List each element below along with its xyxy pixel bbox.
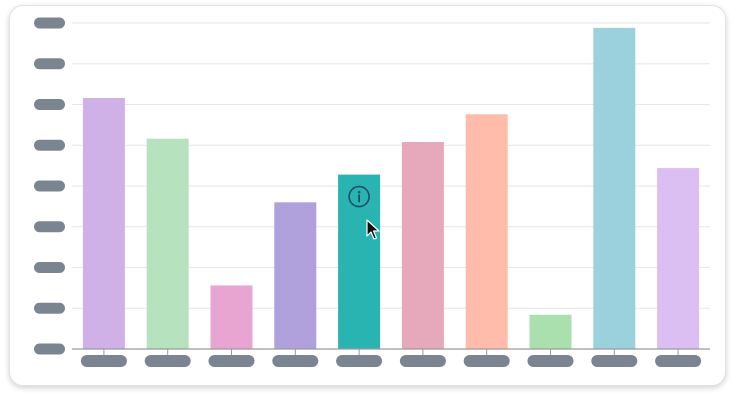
bar[interactable] <box>274 202 317 349</box>
x-tick-label <box>336 355 383 367</box>
x-tick-label <box>591 355 638 367</box>
bar[interactable] <box>529 314 572 349</box>
y-tick-label <box>34 99 65 110</box>
x-tick-label <box>399 355 446 367</box>
bar[interactable] <box>338 174 381 349</box>
x-tick-label <box>463 355 510 367</box>
x-tick-label <box>272 355 319 367</box>
y-tick-label <box>34 262 65 273</box>
x-tick-label <box>655 355 702 367</box>
y-tick-label <box>34 302 65 314</box>
info-icon[interactable] <box>348 185 370 208</box>
y-tick-label <box>34 180 65 192</box>
y-tick-label <box>34 343 65 355</box>
bar[interactable] <box>593 27 636 349</box>
bar[interactable] <box>401 141 444 349</box>
x-tick-label <box>144 355 191 367</box>
y-tick-label <box>34 17 65 29</box>
x-tick-label <box>80 355 127 367</box>
bar[interactable] <box>465 114 508 349</box>
y-tick-label <box>34 58 65 70</box>
bar[interactable] <box>82 97 125 349</box>
x-tick-label <box>208 355 255 367</box>
bar[interactable] <box>210 285 253 349</box>
mouse-cursor-icon <box>366 219 380 240</box>
y-tick-label <box>34 221 65 233</box>
y-tick-label <box>34 139 65 151</box>
x-tick-label <box>527 355 574 367</box>
bar[interactable] <box>146 138 189 349</box>
bar[interactable] <box>657 168 700 349</box>
